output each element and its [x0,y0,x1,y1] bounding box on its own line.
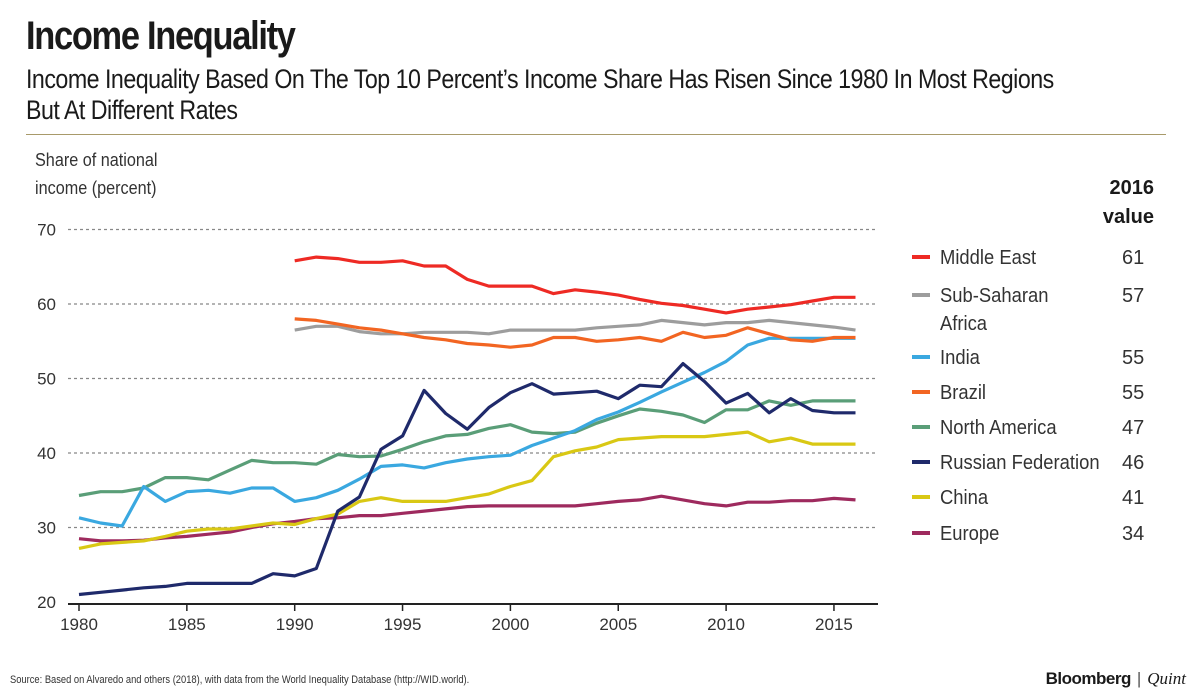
legend-2016-value: 41 [1122,487,1145,509]
legend-2016-value: 46 [1122,452,1145,474]
series-line-china [78,430,856,550]
legend-swatch [912,495,930,499]
legend-label: North America [940,417,1057,439]
legend-swatch [912,460,930,464]
x-tick-label: 1980 [60,615,98,634]
legend-label: Europe [940,523,1000,545]
x-tick-label: 2005 [599,615,637,634]
series-line-middle-east [294,255,856,315]
chart-subtitle: Income Inequality Based On The Top 10 Pe… [26,64,1054,125]
y-tick-label: 40 [37,444,56,463]
legend-label: Middle East [940,247,1037,269]
series-line-sub-saharan-africa [294,318,856,336]
legend-2016-value: 55 [1122,347,1145,369]
y-tick-label: 60 [37,295,56,314]
logo-bloomberg: Bloomberg [1045,669,1132,688]
chart-title: Income Inequality [26,14,296,58]
series-line-brazil [294,317,856,349]
logo-quint: Quint [1147,669,1186,688]
source-note: Source: Based on Alvaredo and others (20… [10,674,470,686]
x-tick-label: 1985 [168,615,206,634]
legend-label: India [940,347,980,369]
y-tick-label: 30 [37,519,56,538]
series-line-north-america [78,399,856,498]
legend-label: Russian Federation [940,452,1100,474]
x-tick-label: 2000 [491,615,529,634]
y-tick-label: 50 [37,370,56,389]
legend-2016-value: 61 [1122,247,1145,269]
legend-2016-value: 34 [1122,523,1145,545]
value-column-header: 2016 value [1102,177,1154,228]
legend-2016-value: 57 [1122,285,1145,307]
logo-separator: | [1136,669,1142,688]
title-divider [26,134,1166,135]
legend-swatch [912,293,930,297]
series-line-india [78,336,856,528]
publisher-logo: Bloomberg | Quint [1046,669,1186,689]
series-line-europe [78,494,856,543]
legend-label: Brazil [940,382,987,404]
legend-label: Sub-Saharan Africa [940,285,1049,335]
legend-2016-value: 55 [1122,382,1145,404]
legend-swatch [912,425,930,429]
x-tick-label: 1995 [384,615,422,634]
x-tick-label: 2010 [707,615,745,634]
legend-swatch [912,355,930,359]
y-tick-label: 70 [37,221,56,240]
legend-swatch [912,531,930,535]
x-tick-label: 2015 [815,615,853,634]
legend-swatch [912,390,930,394]
y-axis-label: Share of national income (percent) [35,150,158,198]
y-tick-label: 20 [37,593,56,612]
legend-label: China [940,487,989,509]
legend-swatch [912,255,930,259]
legend-2016-value: 47 [1122,417,1145,439]
x-tick-label: 1990 [276,615,314,634]
series-line-russian-federation [78,362,856,597]
